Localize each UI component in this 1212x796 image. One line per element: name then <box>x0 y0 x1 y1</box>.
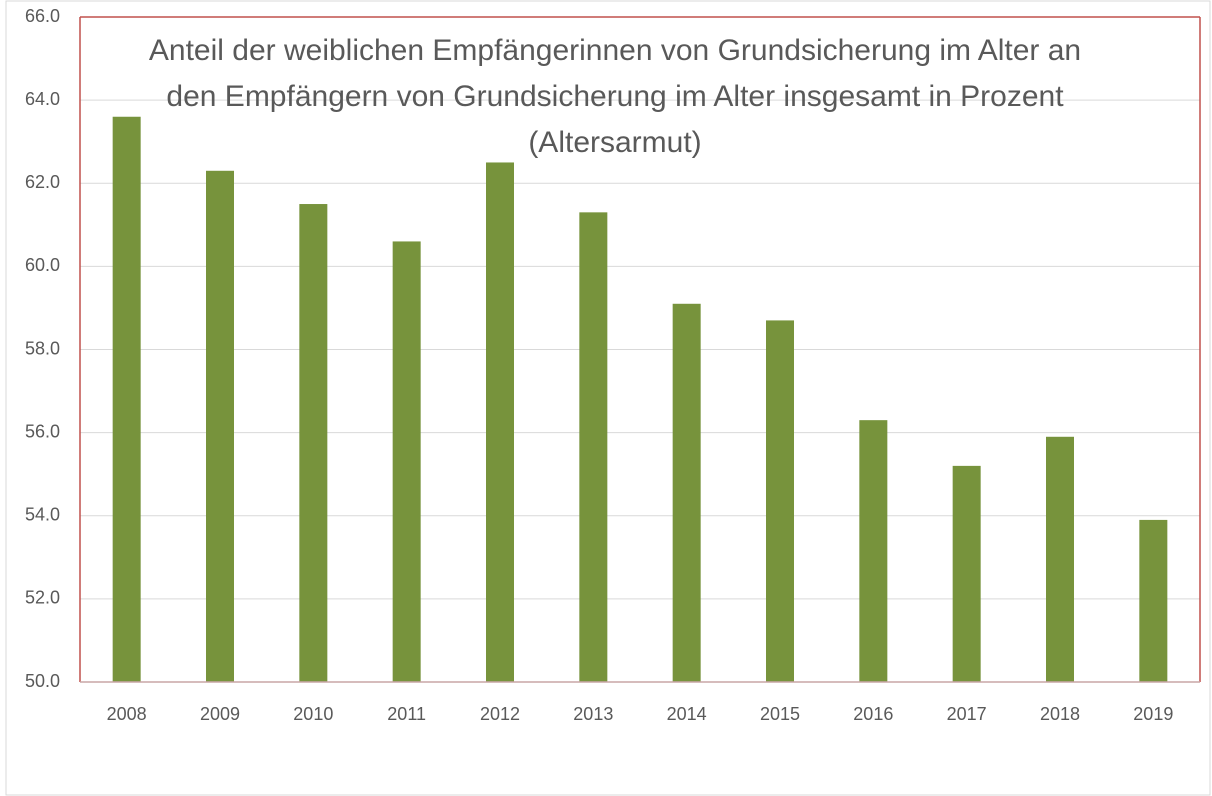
y-tick-label: 66.0 <box>25 6 60 26</box>
bar <box>672 303 701 682</box>
x-tick-label: 2011 <box>387 704 426 724</box>
y-tick-label: 62.0 <box>25 172 60 192</box>
y-tick-label: 56.0 <box>25 421 60 441</box>
bar <box>1046 436 1074 682</box>
bar <box>112 116 141 682</box>
x-tick-label: 2019 <box>1133 704 1173 724</box>
y-tick-label: 64.0 <box>25 89 60 109</box>
bar <box>579 212 608 682</box>
x-tick-label: 2018 <box>1040 704 1080 724</box>
chart-frame <box>5 0 1211 796</box>
x-tick-label: 2015 <box>760 704 800 724</box>
bar <box>392 241 421 682</box>
y-tick-label: 58.0 <box>25 338 60 358</box>
x-tick-label: 2013 <box>573 704 613 724</box>
y-tick-label: 52.0 <box>25 588 60 608</box>
bar <box>766 320 794 682</box>
bar <box>952 465 981 682</box>
bar <box>206 170 234 682</box>
y-tick-label: 54.0 <box>25 505 60 525</box>
x-tick-label: 2010 <box>293 704 333 724</box>
y-tick-label: 60.0 <box>25 255 60 275</box>
bar <box>859 420 888 682</box>
x-tick-label: 2009 <box>200 704 240 724</box>
y-tick-label: 50.0 <box>25 671 60 691</box>
chart-title: Anteil der weiblichen Empfängerinnen von… <box>148 34 1082 159</box>
x-tick-label: 2016 <box>853 704 893 724</box>
bar <box>299 204 328 682</box>
x-tick-label: 2014 <box>667 704 707 724</box>
bar <box>486 162 514 682</box>
x-tick-label: 2008 <box>107 704 147 724</box>
x-tick-label: 2012 <box>480 704 520 724</box>
x-tick-label: 2017 <box>947 704 987 724</box>
bar <box>1139 519 1168 682</box>
